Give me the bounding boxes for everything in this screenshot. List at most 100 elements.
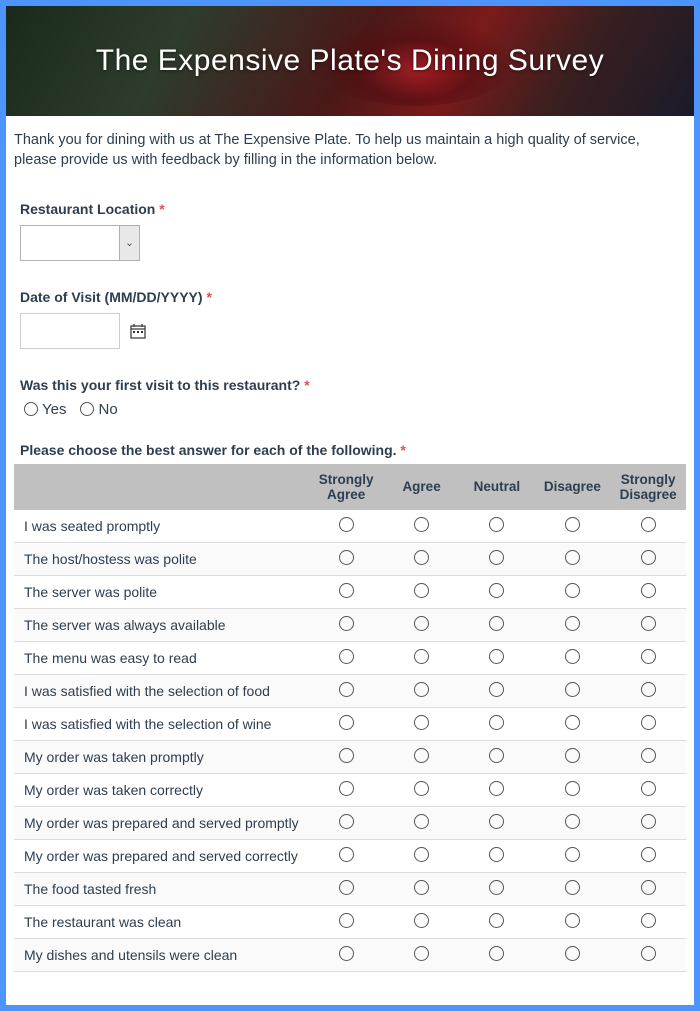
matrix-radio-cell[interactable]: [459, 872, 534, 905]
calendar-icon[interactable]: [130, 323, 146, 339]
location-select[interactable]: ⌄: [20, 225, 140, 261]
matrix-radio-cell[interactable]: [535, 510, 611, 543]
radio-icon: [339, 781, 354, 796]
matrix-radio-cell[interactable]: [459, 510, 534, 543]
location-label: Restaurant Location *: [20, 201, 686, 217]
matrix-radio-cell[interactable]: [384, 542, 459, 575]
matrix-radio-cell[interactable]: [384, 510, 459, 543]
matrix-radio-cell[interactable]: [308, 872, 384, 905]
matrix-radio-cell[interactable]: [610, 542, 686, 575]
matrix-radio-cell[interactable]: [535, 575, 611, 608]
matrix-radio-cell[interactable]: [308, 839, 384, 872]
radio-icon: [565, 880, 580, 895]
radio-no[interactable]: No: [80, 401, 117, 418]
matrix-radio-cell[interactable]: [308, 905, 384, 938]
radio-icon: [641, 913, 656, 928]
matrix-row-label: The food tasted fresh: [14, 872, 308, 905]
matrix-radio-cell[interactable]: [610, 608, 686, 641]
matrix-radio-cell[interactable]: [610, 938, 686, 971]
radio-icon: [414, 913, 429, 928]
matrix-radio-cell[interactable]: [610, 674, 686, 707]
matrix-radio-cell[interactable]: [384, 740, 459, 773]
radio-icon: [414, 517, 429, 532]
radio-icon: [339, 814, 354, 829]
matrix-col-0: Strongly Agree: [308, 464, 384, 510]
matrix-radio-cell[interactable]: [384, 905, 459, 938]
matrix-radio-cell[interactable]: [308, 575, 384, 608]
matrix-row-label: My order was taken promptly: [14, 740, 308, 773]
matrix-radio-cell[interactable]: [535, 542, 611, 575]
matrix-radio-cell[interactable]: [308, 674, 384, 707]
matrix-row-label: My order was prepared and served promptl…: [14, 806, 308, 839]
matrix-radio-cell[interactable]: [384, 938, 459, 971]
radio-icon: [489, 616, 504, 631]
matrix-radio-cell[interactable]: [459, 740, 534, 773]
matrix-radio-cell[interactable]: [459, 575, 534, 608]
matrix-radio-cell[interactable]: [610, 641, 686, 674]
matrix-radio-cell[interactable]: [459, 707, 534, 740]
matrix-radio-cell[interactable]: [535, 641, 611, 674]
matrix-radio-cell[interactable]: [308, 938, 384, 971]
matrix-radio-cell[interactable]: [535, 905, 611, 938]
radio-icon: [414, 616, 429, 631]
matrix-radio-cell[interactable]: [535, 740, 611, 773]
matrix-radio-cell[interactable]: [535, 707, 611, 740]
matrix-radio-cell[interactable]: [535, 872, 611, 905]
matrix-radio-cell[interactable]: [308, 707, 384, 740]
matrix-radio-cell[interactable]: [384, 674, 459, 707]
radio-icon: [339, 682, 354, 697]
matrix-radio-cell[interactable]: [610, 872, 686, 905]
matrix-radio-cell[interactable]: [308, 740, 384, 773]
matrix-radio-cell[interactable]: [459, 641, 534, 674]
field-location: Restaurant Location * ⌄: [14, 201, 686, 261]
matrix-radio-cell[interactable]: [384, 773, 459, 806]
matrix-radio-cell[interactable]: [610, 707, 686, 740]
matrix-radio-cell[interactable]: [459, 674, 534, 707]
matrix-radio-cell[interactable]: [610, 510, 686, 543]
matrix-radio-cell[interactable]: [308, 608, 384, 641]
matrix-radio-cell[interactable]: [459, 938, 534, 971]
matrix-radio-cell[interactable]: [459, 839, 534, 872]
location-select-value: [21, 226, 119, 260]
table-row: The restaurant was clean: [14, 905, 686, 938]
matrix-radio-cell[interactable]: [308, 542, 384, 575]
matrix-radio-cell[interactable]: [384, 608, 459, 641]
matrix-radio-cell[interactable]: [610, 839, 686, 872]
matrix-radio-cell[interactable]: [384, 839, 459, 872]
matrix-radio-cell[interactable]: [459, 773, 534, 806]
required-marker: *: [159, 201, 164, 217]
matrix-radio-cell[interactable]: [535, 773, 611, 806]
matrix-radio-cell[interactable]: [610, 575, 686, 608]
date-label: Date of Visit (MM/DD/YYYY) *: [20, 289, 686, 305]
matrix-radio-cell[interactable]: [459, 542, 534, 575]
matrix-radio-cell[interactable]: [308, 806, 384, 839]
matrix-radio-cell[interactable]: [535, 608, 611, 641]
matrix-row-label: I was seated promptly: [14, 510, 308, 543]
radio-icon: [489, 781, 504, 796]
matrix-radio-cell[interactable]: [384, 872, 459, 905]
matrix-radio-cell[interactable]: [535, 839, 611, 872]
matrix-radio-cell[interactable]: [384, 641, 459, 674]
matrix-radio-cell[interactable]: [610, 905, 686, 938]
matrix-radio-cell[interactable]: [610, 806, 686, 839]
matrix-radio-cell[interactable]: [384, 575, 459, 608]
radio-yes[interactable]: Yes: [24, 401, 66, 418]
matrix-radio-cell[interactable]: [308, 510, 384, 543]
date-input[interactable]: [20, 313, 120, 349]
matrix-radio-cell[interactable]: [535, 806, 611, 839]
matrix-radio-cell[interactable]: [535, 674, 611, 707]
radio-icon: [339, 649, 354, 664]
matrix-radio-cell[interactable]: [384, 806, 459, 839]
matrix-radio-cell[interactable]: [459, 905, 534, 938]
matrix-radio-cell[interactable]: [459, 806, 534, 839]
required-marker: *: [400, 442, 405, 458]
matrix-radio-cell[interactable]: [384, 707, 459, 740]
required-marker: *: [304, 377, 309, 393]
matrix-radio-cell[interactable]: [308, 773, 384, 806]
radio-icon: [565, 748, 580, 763]
matrix-radio-cell[interactable]: [535, 938, 611, 971]
matrix-radio-cell[interactable]: [610, 740, 686, 773]
matrix-radio-cell[interactable]: [459, 608, 534, 641]
matrix-radio-cell[interactable]: [308, 641, 384, 674]
matrix-radio-cell[interactable]: [610, 773, 686, 806]
